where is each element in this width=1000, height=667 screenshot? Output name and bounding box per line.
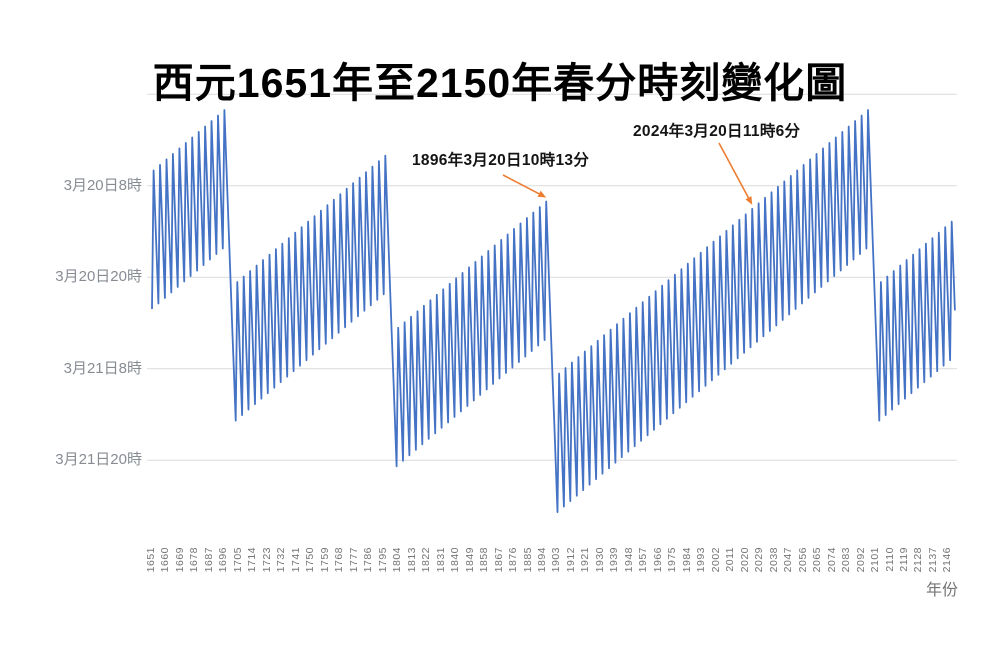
- x-axis-tick-label: 1669: [173, 547, 186, 573]
- x-axis-tick-label: 2092: [854, 547, 867, 573]
- x-axis-tick-label: 1894: [535, 547, 548, 573]
- x-axis-tick-label: 1849: [463, 547, 476, 573]
- equinox-series-line: [151, 109, 956, 513]
- x-axis-tick-label: 1876: [507, 547, 520, 573]
- x-axis-tick-label: 2119: [898, 547, 910, 572]
- x-axis-tick-label: 1687: [202, 547, 215, 573]
- x-axis-tick-label: 1795: [376, 547, 389, 573]
- x-axis-tick-label: 1660: [159, 547, 172, 573]
- x-axis-tick-label: 2047: [782, 547, 795, 573]
- x-axis-tick-label: 2065: [811, 547, 824, 573]
- x-axis-tick-label: 1912: [564, 547, 577, 573]
- x-axis-tick-label: 1696: [217, 547, 230, 573]
- x-axis-tick-label: 1741: [289, 547, 302, 573]
- x-axis-tick-label: 2056: [796, 547, 809, 573]
- x-axis-tick-label: 2128: [912, 547, 925, 573]
- x-axis-tick-label: 1948: [622, 547, 635, 573]
- x-axis-tick-label: 1732: [275, 547, 288, 573]
- x-axis-tick-label: 1822: [420, 547, 433, 573]
- x-axis-tick-label: 1903: [550, 547, 563, 573]
- y-axis-tick-label: 3月21日8時: [63, 359, 142, 377]
- x-axis-tick-label: 1777: [347, 547, 360, 573]
- x-axis-tick-label: 2020: [738, 547, 751, 573]
- x-axis-title: 年份: [926, 582, 959, 599]
- x-axis-tick-label: 1840: [449, 547, 462, 573]
- x-axis-tick-label: 1678: [188, 547, 201, 573]
- x-axis-tick-label: 1714: [246, 547, 259, 573]
- x-axis-tick-label: 1705: [231, 547, 244, 573]
- x-axis-tick-label: 1723: [260, 547, 273, 573]
- x-axis-tick-label: 2083: [840, 547, 853, 573]
- y-axis-tick-label: 3月20日20時: [55, 268, 142, 286]
- x-axis-tick-label: 1768: [333, 547, 346, 573]
- x-axis-tick-label: 1831: [434, 547, 447, 573]
- x-axis-tick-label: 1921: [579, 547, 592, 573]
- annotation-arrow: [502, 174, 540, 195]
- x-axis-tick-label: 1975: [666, 547, 679, 573]
- x-axis-tick-label: 1786: [362, 547, 375, 573]
- x-axis-tick-label: 1984: [680, 547, 693, 573]
- x-axis-tick-label: 1966: [651, 547, 664, 573]
- x-axis-tick-label: 1867: [492, 547, 505, 573]
- x-axis-tick-label: 2110: [883, 547, 896, 572]
- chart-title: 西元1651年至2150年春分時刻變化圖: [152, 60, 848, 107]
- x-axis-tick-label: 1939: [608, 547, 621, 573]
- x-axis-tick-label: 1750: [304, 547, 317, 573]
- x-axis-tick-label: 2029: [753, 547, 766, 573]
- x-axis-tick-label: 1651: [145, 547, 157, 573]
- x-axis-tick-label: 1930: [593, 547, 606, 573]
- y-axis-tick-label: 3月20日8時: [63, 176, 142, 194]
- annotation-2024: 2024年3月20日11時6分: [633, 123, 801, 140]
- x-axis-tick-label: 2074: [825, 547, 838, 573]
- x-axis-tick-label: 2146: [941, 547, 954, 573]
- annotation-1896: 1896年3月20日10時13分: [412, 152, 590, 169]
- annotation-arrowhead: [745, 196, 753, 205]
- y-axis-tick-label: 3月21日20時: [55, 451, 142, 469]
- annotation-arrowhead: [537, 190, 547, 198]
- x-axis-tick-label: 2101: [869, 547, 882, 573]
- x-axis-tick-label: 1858: [478, 547, 491, 573]
- x-axis-tick-label: 1813: [405, 547, 418, 573]
- x-axis-tick-label: 1759: [318, 547, 331, 573]
- x-axis-tick-label: 1885: [521, 547, 534, 573]
- x-axis-tick-label: 2011: [724, 547, 737, 572]
- x-axis-tick-label: 2137: [926, 547, 939, 573]
- x-axis-tick-label: 2038: [767, 547, 780, 573]
- x-axis-tick-label: 1804: [391, 547, 404, 573]
- x-axis-tick-label: 1993: [695, 547, 708, 573]
- annotation-arrow: [718, 142, 750, 199]
- x-axis-tick-label: 2002: [709, 547, 722, 573]
- footer: 臺北市立天文科學教育館 TAIPEI ASTRONOMICAL MUSEUM: [0, 598, 1000, 667]
- x-axis-tick-label: 1957: [637, 547, 650, 573]
